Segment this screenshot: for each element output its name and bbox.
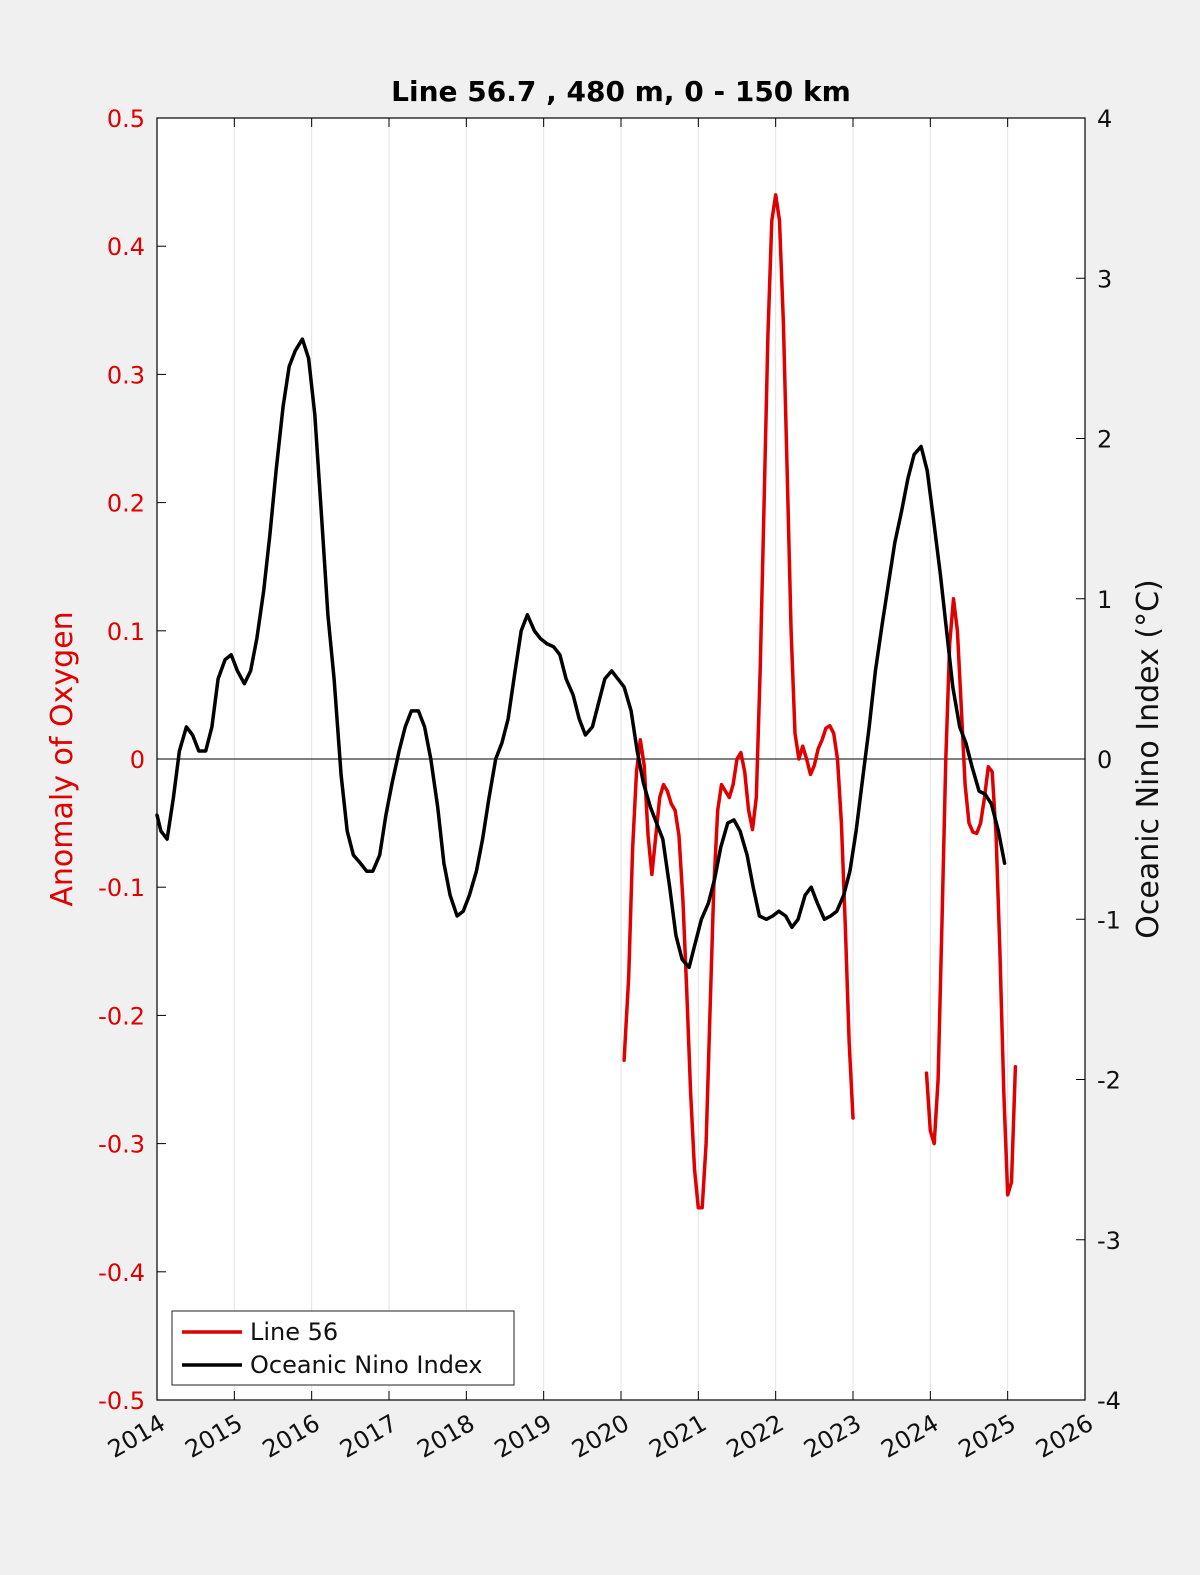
chart-title: Line 56.7 , 480 m, 0 - 150 km bbox=[391, 75, 851, 108]
series-oceanic-nino-index-segment-0 bbox=[155, 337, 1007, 970]
series-line-56-segment-1 bbox=[924, 597, 1018, 1197]
right-axis-ticks: 4 3 2 1 0 -1 -2 -3 -4 bbox=[1076, 105, 1121, 1415]
left-tick-label-0.4: 0.4 bbox=[107, 233, 145, 261]
series-layer bbox=[155, 193, 1018, 1210]
left-tick-label--0.1: -0.1 bbox=[98, 874, 145, 902]
series-line-56-segment-0 bbox=[622, 193, 855, 1210]
left-axis-label: Anomaly of Oxygen bbox=[45, 611, 80, 906]
left-tick-label--0.4: -0.4 bbox=[98, 1259, 145, 1287]
left-tick-label-0: 0 bbox=[130, 746, 145, 774]
left-tick-label-0.3: 0.3 bbox=[107, 361, 145, 389]
left-tick-label-0.5: 0.5 bbox=[107, 105, 145, 133]
left-tick-label-0.1: 0.1 bbox=[107, 618, 145, 646]
left-tick-label--0.3: -0.3 bbox=[98, 1131, 145, 1159]
right-tick-label-2: 2 bbox=[1097, 426, 1112, 454]
left-axis-ticks: 0.5 0.4 0.3 0.2 0.1 0 -0.1 -0.2 -0.3 -0.4 -0.5 bbox=[98, 105, 166, 1415]
right-tick-label-3: 3 bbox=[1097, 265, 1112, 293]
legend-label-oceanic-nino-index: Oceanic Nino Index bbox=[250, 1351, 482, 1379]
right-tick-label--1: -1 bbox=[1097, 906, 1121, 934]
right-tick-label-1: 1 bbox=[1097, 586, 1112, 614]
legend-label-line-56: Line 56 bbox=[250, 1318, 338, 1346]
left-tick-label--0.2: -0.2 bbox=[98, 1002, 145, 1030]
right-tick-label-4: 4 bbox=[1097, 105, 1112, 133]
right-tick-label--4: -4 bbox=[1097, 1387, 1121, 1415]
legend: Line 56 Oceanic Nino Index bbox=[171, 1310, 515, 1386]
right-tick-label-0: 0 bbox=[1097, 746, 1112, 774]
left-tick-label--0.5: -0.5 bbox=[98, 1387, 145, 1415]
left-tick-label-0.2: 0.2 bbox=[107, 490, 145, 518]
right-axis-label: Oceanic Nino Index (°C) bbox=[1131, 579, 1166, 939]
legend-box bbox=[171, 1310, 515, 1386]
right-tick-label--2: -2 bbox=[1097, 1067, 1121, 1095]
right-tick-label--3: -3 bbox=[1097, 1227, 1121, 1255]
